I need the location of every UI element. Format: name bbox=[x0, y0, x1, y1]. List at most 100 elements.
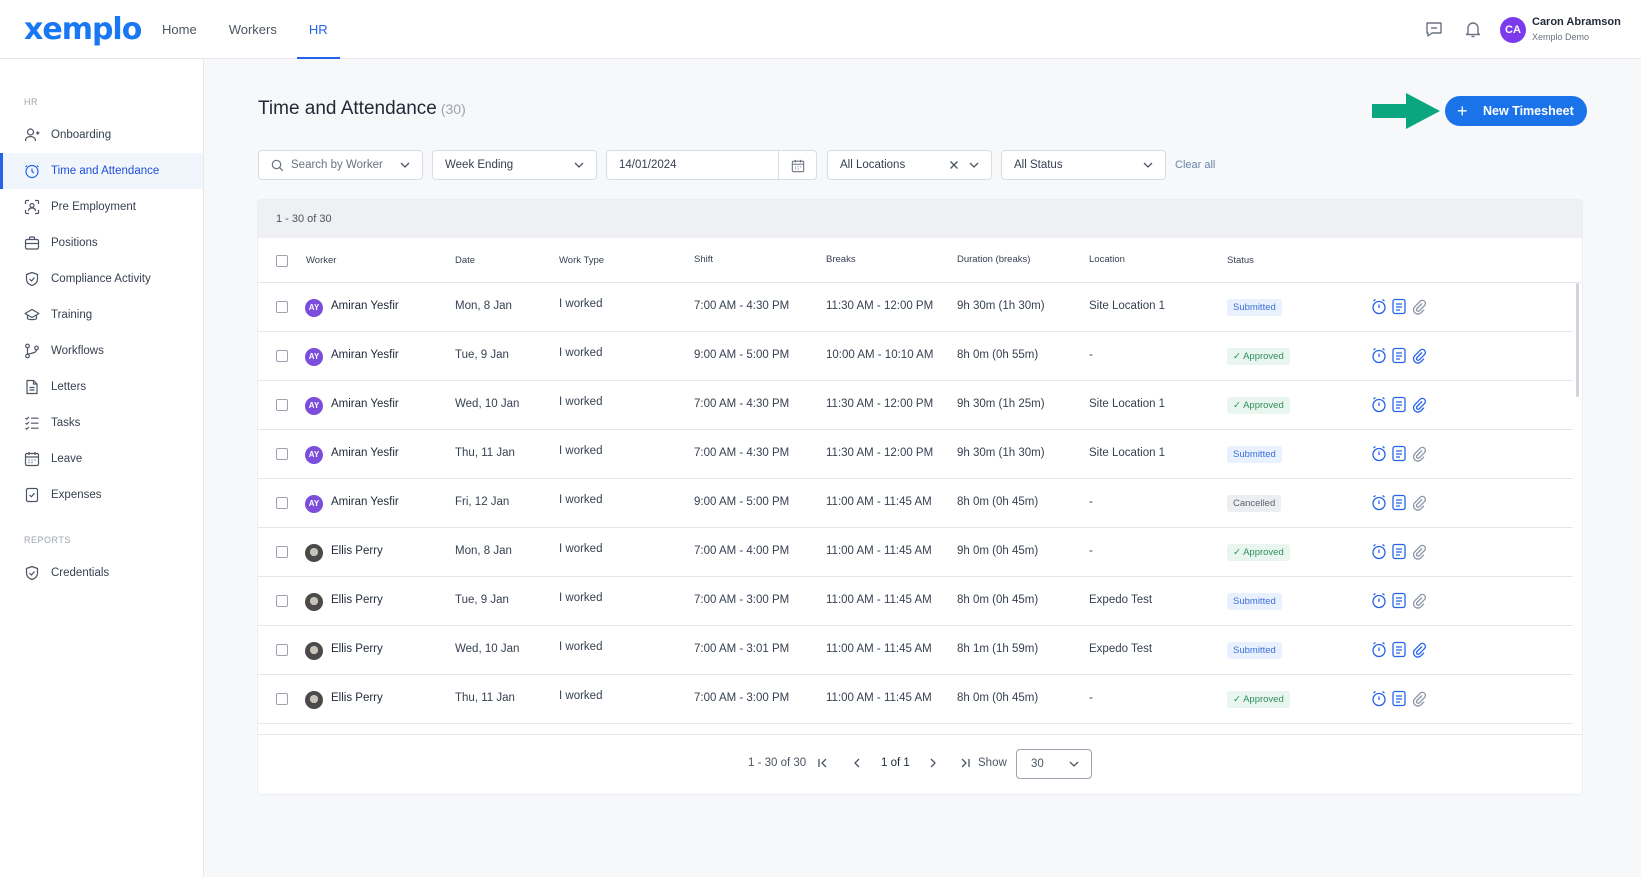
date-input[interactable]: 14/01/2024 bbox=[606, 150, 779, 180]
row-location: Expedo Test bbox=[1089, 594, 1153, 606]
row-checkbox[interactable] bbox=[276, 448, 288, 460]
clock-icon[interactable] bbox=[1371, 494, 1387, 511]
worker-name[interactable]: Ellis Perry bbox=[331, 545, 383, 557]
sidebar-item-leave[interactable]: Leave bbox=[0, 441, 203, 477]
notes-icon[interactable] bbox=[1391, 396, 1407, 413]
attachment-icon[interactable] bbox=[1411, 494, 1427, 511]
next-page-icon[interactable] bbox=[926, 756, 940, 770]
worker-name[interactable]: Ellis Perry bbox=[331, 594, 383, 606]
table-row[interactable]: Ellis Perry Wed, 10 Jan I worked 7:00 AM… bbox=[258, 626, 1573, 675]
table-row[interactable]: Ellis Perry Thu, 11 Jan I worked 7:00 AM… bbox=[258, 675, 1573, 724]
attachment-icon[interactable] bbox=[1411, 347, 1427, 364]
col-date[interactable]: Date bbox=[455, 255, 476, 266]
page-size-select[interactable]: 30 bbox=[1016, 749, 1092, 779]
nav-home[interactable]: Home bbox=[162, 22, 197, 37]
col-worker[interactable]: Worker bbox=[306, 255, 337, 266]
worker-name[interactable]: Amiran Yesfir bbox=[331, 447, 399, 459]
attachment-icon[interactable] bbox=[1411, 690, 1427, 707]
sidebar-item-credentials[interactable]: Credentials bbox=[0, 555, 203, 591]
table-row[interactable]: Ellis Perry Mon, 8 Jan I worked 7:00 AM … bbox=[258, 528, 1573, 577]
chat-icon[interactable] bbox=[1424, 19, 1444, 39]
table-row[interactable]: AY Amiran Yesfir Tue, 9 Jan I worked 9:0… bbox=[258, 332, 1573, 381]
clock-icon[interactable] bbox=[1371, 641, 1387, 658]
sidebar-item-compliance-activity[interactable]: Compliance Activity bbox=[0, 261, 203, 297]
sidebar-item-training[interactable]: Training bbox=[0, 297, 203, 333]
row-checkbox[interactable] bbox=[276, 644, 288, 656]
user-avatar[interactable]: CA bbox=[1500, 17, 1526, 43]
col-duration[interactable]: Duration (breaks) bbox=[957, 254, 1031, 265]
attachment-icon[interactable] bbox=[1411, 592, 1427, 609]
row-checkbox[interactable] bbox=[276, 497, 288, 509]
sidebar-item-workflows[interactable]: Workflows bbox=[0, 333, 203, 369]
clear-icon[interactable] bbox=[949, 160, 959, 170]
last-page-icon[interactable] bbox=[958, 756, 972, 770]
row-checkbox[interactable] bbox=[276, 399, 288, 411]
col-work-type[interactable]: Work Type bbox=[559, 255, 605, 266]
table-row[interactable]: AY Amiran Yesfir Wed, 10 Jan I worked 7:… bbox=[258, 381, 1573, 430]
col-location[interactable]: Location bbox=[1089, 254, 1125, 265]
attachment-icon[interactable] bbox=[1411, 543, 1427, 560]
col-breaks[interactable]: Breaks bbox=[826, 254, 856, 265]
worker-name[interactable]: Amiran Yesfir bbox=[331, 349, 399, 361]
prev-page-icon[interactable] bbox=[850, 756, 864, 770]
row-checkbox[interactable] bbox=[276, 595, 288, 607]
calendar-picker-button[interactable] bbox=[778, 150, 817, 180]
col-shift[interactable]: Shift bbox=[694, 254, 714, 265]
attachment-icon[interactable] bbox=[1411, 641, 1427, 658]
clock-icon[interactable] bbox=[1371, 543, 1387, 560]
table-row[interactable]: AY Amiran Yesfir Fri, 12 Jan I worked 9:… bbox=[258, 479, 1573, 528]
worker-name[interactable]: Amiran Yesfir bbox=[331, 300, 399, 312]
sidebar-item-pre-employment[interactable]: Pre Employment bbox=[0, 189, 203, 225]
notes-icon[interactable] bbox=[1391, 641, 1407, 658]
attachment-icon[interactable] bbox=[1411, 298, 1427, 315]
worker-name[interactable]: Ellis Perry bbox=[331, 643, 383, 655]
clock-icon[interactable] bbox=[1371, 298, 1387, 315]
new-timesheet-button[interactable]: + New Timesheet bbox=[1445, 96, 1587, 126]
clock-icon[interactable] bbox=[1371, 592, 1387, 609]
worker-name[interactable]: Amiran Yesfir bbox=[331, 496, 399, 508]
table-scrollbar[interactable] bbox=[1576, 283, 1579, 397]
clear-all-link[interactable]: Clear all bbox=[1175, 159, 1216, 171]
worker-name[interactable]: Ellis Perry bbox=[331, 692, 383, 704]
clock-icon[interactable] bbox=[1371, 445, 1387, 462]
sidebar-item-onboarding[interactable]: Onboarding bbox=[0, 117, 203, 153]
sidebar-item-tasks[interactable]: Tasks bbox=[0, 405, 203, 441]
attachment-icon[interactable] bbox=[1411, 396, 1427, 413]
location-select[interactable]: All Locations bbox=[827, 150, 992, 180]
first-page-icon[interactable] bbox=[816, 756, 830, 770]
clock-icon[interactable] bbox=[1371, 396, 1387, 413]
search-worker-input[interactable]: Search by Worker bbox=[258, 150, 423, 180]
nav-hr[interactable]: HR bbox=[296, 0, 340, 59]
notes-icon[interactable] bbox=[1391, 298, 1407, 315]
col-status[interactable]: Status bbox=[1227, 255, 1254, 266]
row-checkbox[interactable] bbox=[276, 350, 288, 362]
row-checkbox[interactable] bbox=[276, 301, 288, 313]
attachment-icon[interactable] bbox=[1411, 445, 1427, 462]
table-row[interactable]: AY Amiran Yesfir Mon, 8 Jan I worked 7:0… bbox=[258, 283, 1573, 332]
clock-icon[interactable] bbox=[1371, 347, 1387, 364]
row-checkbox[interactable] bbox=[276, 693, 288, 705]
table-row[interactable]: Ellis Perry Tue, 9 Jan I worked 7:00 AM … bbox=[258, 577, 1573, 626]
status-select[interactable]: All Status bbox=[1001, 150, 1166, 180]
notes-icon[interactable] bbox=[1391, 347, 1407, 364]
row-checkbox[interactable] bbox=[276, 546, 288, 558]
sidebar-item-expenses[interactable]: Expenses bbox=[0, 477, 203, 513]
clock-icon[interactable] bbox=[1371, 690, 1387, 707]
notes-icon[interactable] bbox=[1391, 543, 1407, 560]
nav-workers[interactable]: Workers bbox=[228, 22, 277, 37]
table-row[interactable]: AY Amiran Yesfir Thu, 11 Jan I worked 7:… bbox=[258, 430, 1573, 479]
sidebar-item-positions[interactable]: Positions bbox=[0, 225, 203, 261]
sidebar-item-letters[interactable]: Letters bbox=[0, 369, 203, 405]
select-all-checkbox[interactable] bbox=[276, 255, 288, 267]
worker-name[interactable]: Amiran Yesfir bbox=[331, 398, 399, 410]
user-name[interactable]: Caron Abramson bbox=[1532, 16, 1621, 28]
notes-icon[interactable] bbox=[1391, 592, 1407, 609]
notes-icon[interactable] bbox=[1391, 494, 1407, 511]
bell-icon[interactable] bbox=[1463, 19, 1483, 39]
notes-icon[interactable] bbox=[1391, 690, 1407, 707]
sidebar-item-time-and-attendance[interactable]: Time and Attendance bbox=[0, 153, 203, 189]
xemplo-logo[interactable]: xemplo bbox=[24, 12, 142, 47]
notes-icon[interactable] bbox=[1391, 445, 1407, 462]
row-location: - bbox=[1089, 349, 1093, 361]
week-ending-select[interactable]: Week Ending bbox=[432, 150, 597, 180]
